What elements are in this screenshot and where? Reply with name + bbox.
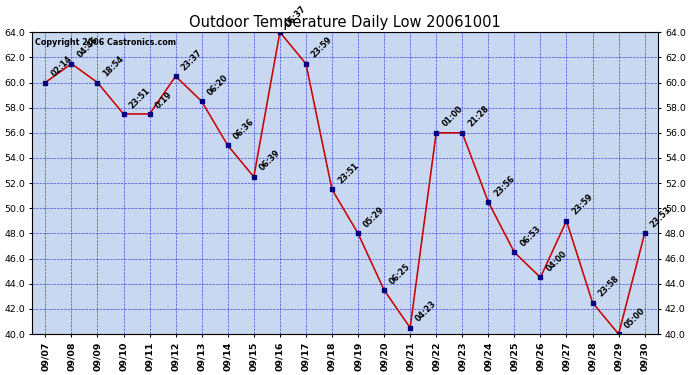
Title: Outdoor Temperature Daily Low 20061001: Outdoor Temperature Daily Low 20061001 — [189, 15, 501, 30]
Text: 06:20: 06:20 — [206, 73, 230, 98]
Text: 06:36: 06:36 — [232, 117, 256, 141]
Text: 05:00: 05:00 — [622, 306, 647, 330]
Text: 23:59: 23:59 — [310, 35, 334, 60]
Text: 04:46: 04:46 — [75, 36, 99, 60]
Text: 06:25: 06:25 — [388, 262, 413, 286]
Text: 23:37: 23:37 — [179, 48, 204, 72]
Text: 04:00: 04:00 — [544, 249, 569, 273]
Text: 23:56: 23:56 — [492, 174, 517, 198]
Text: 04:23: 04:23 — [414, 300, 438, 324]
Text: 23:51: 23:51 — [128, 86, 152, 110]
Text: 18:54: 18:54 — [101, 54, 126, 78]
Text: 0:19: 0:19 — [154, 90, 174, 110]
Text: 21:28: 21:28 — [466, 104, 491, 129]
Text: 23:58: 23:58 — [597, 274, 621, 298]
Text: 06:39: 06:39 — [258, 148, 282, 173]
Text: 23:53: 23:53 — [649, 205, 673, 230]
Text: 06:37: 06:37 — [284, 4, 308, 28]
Text: 06:53: 06:53 — [518, 224, 542, 248]
Text: 05:29: 05:29 — [362, 205, 386, 230]
Text: 01:00: 01:00 — [440, 105, 464, 129]
Text: 02:14: 02:14 — [50, 54, 74, 78]
Text: 23:59: 23:59 — [571, 192, 595, 217]
Text: Copyright 2006 Castronics.com: Copyright 2006 Castronics.com — [35, 38, 177, 47]
Text: 23:51: 23:51 — [336, 161, 360, 185]
